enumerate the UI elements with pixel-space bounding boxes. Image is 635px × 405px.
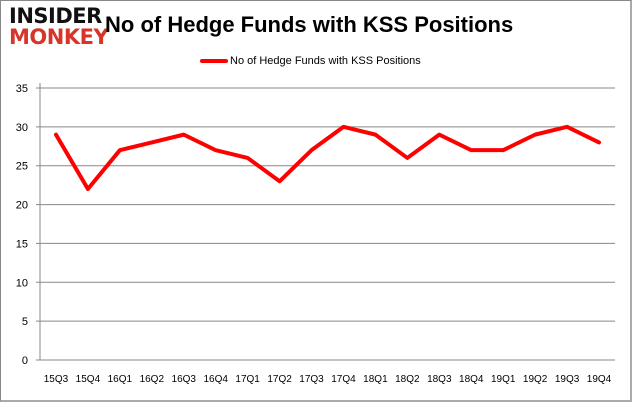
- y-tick-label: 20: [16, 200, 28, 212]
- y-tick-label: 25: [16, 161, 28, 173]
- y-tick-label: 30: [16, 122, 28, 134]
- x-tick-label: 16Q2: [140, 374, 165, 385]
- legend: No of Hedge Funds with KSS Positions: [200, 55, 421, 67]
- y-tick-label: 5: [22, 316, 28, 328]
- x-tick-label: 17Q3: [299, 374, 324, 385]
- x-tick-label: 18Q2: [395, 374, 420, 385]
- x-tick-label: 18Q1: [363, 374, 388, 385]
- x-tick-label: 16Q4: [203, 374, 228, 385]
- series-line: [53, 124, 602, 192]
- x-tick-label: 16Q1: [108, 374, 133, 385]
- x-tick-label: 19Q3: [555, 374, 580, 385]
- chart-title: No of Hedge Funds with KSS Positions: [105, 12, 514, 37]
- x-tick-label: 19Q4: [587, 374, 612, 385]
- x-tick-label: 15Q4: [76, 374, 101, 385]
- x-tick-label: 19Q1: [491, 374, 516, 385]
- legend-swatch: [200, 59, 228, 63]
- insider-monkey-logo: INSIDER MONKEY: [9, 4, 109, 49]
- x-tick-label: 18Q3: [427, 374, 452, 385]
- x-tick-label: 18Q4: [459, 374, 484, 385]
- x-tick-label: 17Q1: [235, 374, 260, 385]
- x-tick-label: 17Q2: [267, 374, 292, 385]
- y-tick-label: 10: [16, 277, 28, 289]
- x-tick-label: 17Q4: [331, 374, 356, 385]
- x-tick-label: 15Q3: [44, 374, 69, 385]
- logo-line2: MONKEY: [9, 25, 109, 49]
- y-tick-label: 35: [16, 83, 28, 95]
- logo-line1: INSIDER: [9, 4, 102, 28]
- y-tick-label: 15: [16, 238, 28, 250]
- y-tick-label: 0: [22, 355, 28, 367]
- x-tick-label: 16Q3: [172, 374, 197, 385]
- legend-label: No of Hedge Funds with KSS Positions: [230, 55, 421, 67]
- x-tick-label: 19Q2: [523, 374, 548, 385]
